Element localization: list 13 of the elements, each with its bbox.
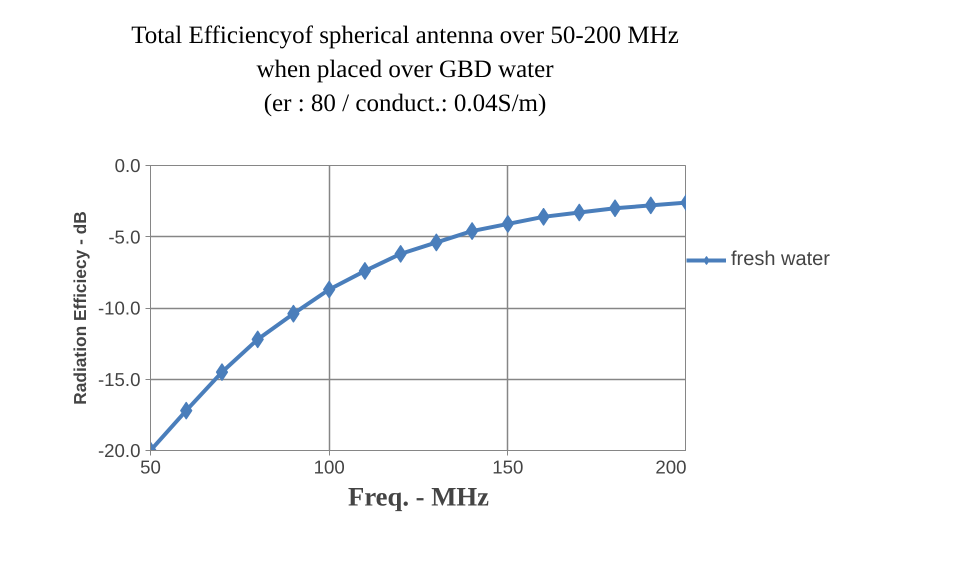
y-tick-label: -20.0: [98, 440, 141, 461]
chart-title: Total Efficiencyof spherical antenna over 50-200 MHz when placed over GBD water (er : 80 / conduct.: 0.04S/m): [131, 21, 679, 119]
x-tick-label: 100: [314, 456, 345, 478]
x-axis-title: Freq. - MHz: [348, 482, 490, 512]
legend-label: fresh water: [731, 248, 830, 271]
y-tick-label: -15.0: [98, 368, 141, 390]
x-tick-label: 50: [140, 456, 161, 478]
x-tick-label: 150: [492, 456, 524, 478]
y-tick-label: -10.0: [98, 298, 141, 318]
y-tick-label: 0.0: [114, 155, 141, 176]
y-axis-title: Radiation Efficiecy - dB: [70, 211, 90, 405]
x-tick-label: 200: [655, 456, 687, 478]
y-tick-label: -5.0: [108, 226, 141, 248]
